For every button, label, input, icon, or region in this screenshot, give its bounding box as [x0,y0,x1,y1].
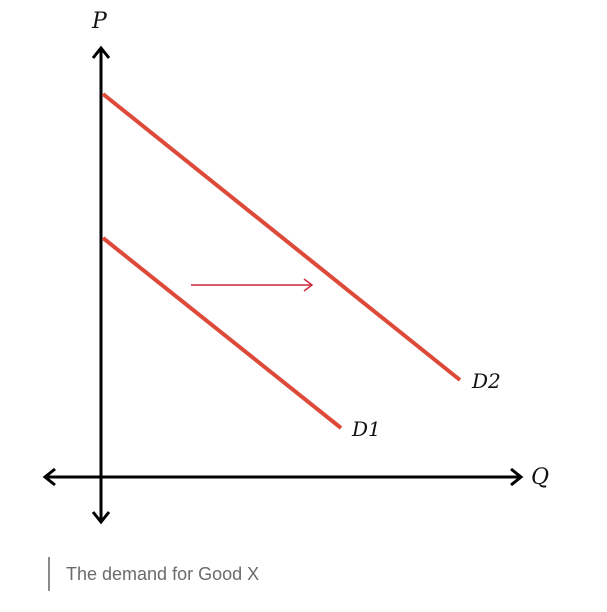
x-axis [42,467,524,487]
demand-curve-d1-label: D1 [351,417,381,441]
figure-caption: The demand for Good X [48,557,259,591]
demand-shift-arrow [191,278,314,292]
y-axis-top-arrowhead [91,45,111,59]
y-axis [91,45,111,525]
demand-shift-diagram: P Q D1 D2 [42,9,549,525]
x-axis-label: Q [531,465,549,490]
demand-curve-d1 [101,236,343,430]
y-axis-label: P [91,9,108,34]
demand-curve-d2 [101,92,462,382]
figure-caption-text: The demand for Good X [66,563,260,584]
demand-curve-d2-label: D2 [471,369,501,393]
y-axis-bottom-arrowhead [91,511,111,525]
x-axis-left-arrowhead [42,467,56,487]
x-axis-right-arrowhead [510,467,524,487]
